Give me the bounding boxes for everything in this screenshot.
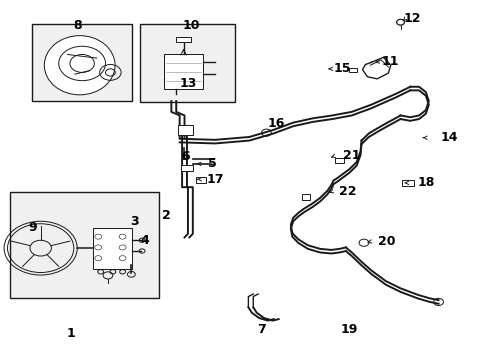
Text: 4: 4 — [140, 234, 149, 247]
Text: 1: 1 — [67, 327, 76, 340]
Bar — [93, 228, 132, 269]
Ellipse shape — [44, 36, 115, 95]
Bar — [401, 180, 413, 186]
Text: 5: 5 — [208, 157, 217, 170]
Text: 17: 17 — [206, 173, 224, 186]
Text: 20: 20 — [377, 235, 395, 248]
Bar — [175, 37, 191, 42]
Text: 8: 8 — [73, 19, 81, 32]
Text: 22: 22 — [339, 185, 356, 198]
Text: 9: 9 — [28, 221, 37, 234]
Text: 11: 11 — [381, 55, 399, 68]
Text: 19: 19 — [340, 323, 357, 336]
Text: 12: 12 — [403, 12, 421, 25]
Bar — [181, 165, 192, 171]
Bar — [348, 68, 356, 72]
Text: 18: 18 — [416, 176, 434, 189]
Text: 10: 10 — [182, 19, 199, 32]
Text: 6: 6 — [182, 150, 190, 163]
Text: 3: 3 — [130, 215, 139, 228]
Bar — [163, 54, 203, 89]
Bar — [195, 177, 206, 183]
Bar — [334, 158, 344, 163]
Text: 21: 21 — [342, 149, 360, 162]
Text: 13: 13 — [180, 77, 197, 90]
Text: 7: 7 — [257, 323, 265, 336]
Bar — [32, 24, 132, 101]
Bar — [10, 192, 159, 298]
Text: 16: 16 — [267, 117, 285, 130]
Bar — [178, 125, 192, 135]
Text: 15: 15 — [333, 62, 350, 75]
Text: 2: 2 — [162, 210, 170, 222]
Text: 14: 14 — [440, 131, 457, 144]
Bar — [302, 194, 309, 201]
Bar — [140, 24, 234, 102]
